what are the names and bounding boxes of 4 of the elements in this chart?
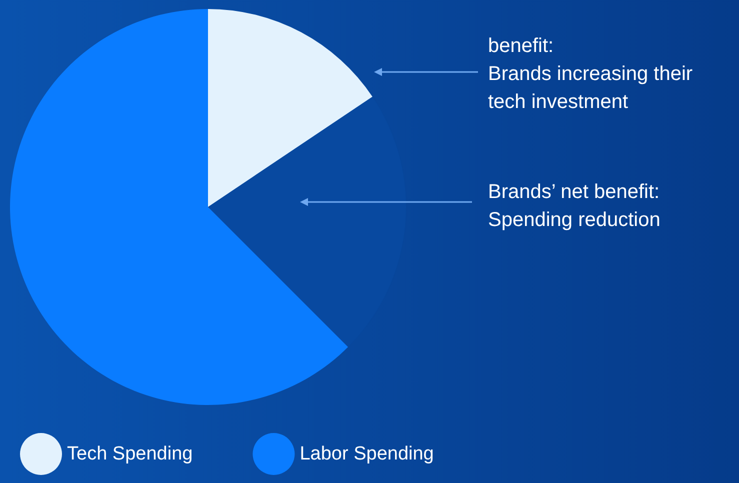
legend-label: Tech Spending: [67, 444, 193, 464]
text: Brands’ net benefit: Spending reduction: [488, 180, 660, 233]
text: benefit: Brands increasing their tech investment: [488, 34, 693, 115]
legend-label: Labor Spending: [300, 444, 434, 464]
